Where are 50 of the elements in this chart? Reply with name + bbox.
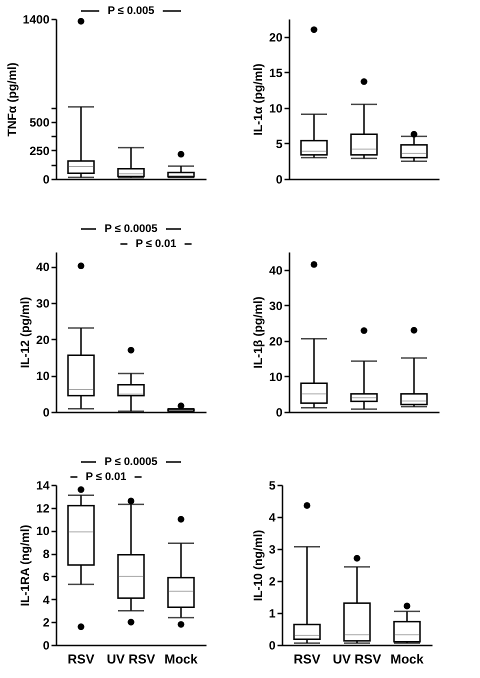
y-tick-label: 15 (269, 66, 283, 80)
y-tick-label: 20 (36, 332, 50, 347)
y-tick-label: 5 (276, 136, 283, 151)
y-tick-label: 12 (36, 501, 50, 516)
y-tick-label: 20 (269, 334, 283, 348)
y-axis-title: IL-1β (pg/ml) (251, 296, 266, 368)
y-tick-label: 6 (42, 570, 50, 584)
y-tick-label: 2 (42, 616, 50, 630)
text: P ≤ 0.01 (86, 471, 126, 483)
y-tick-label: 1400 (22, 12, 50, 26)
y-axis-title: IL-1RA (ng/ml) (18, 524, 32, 606)
y-axis-title: IL-10 (ng/ml) (250, 530, 265, 602)
y-axis-title: IL-12 (pg/ml) (18, 296, 32, 368)
y-tick-label: 10 (36, 524, 50, 538)
text: P ≤ 0.005 (108, 5, 154, 17)
y-tick-label: 0 (276, 172, 283, 186)
y-tick-label: 0 (42, 406, 50, 420)
y-tick-label: 1 (268, 606, 276, 620)
x-tick-label: UV RSV (106, 652, 156, 666)
y-tick-label: 30 (269, 298, 283, 313)
y-tick-label: 8 (42, 547, 50, 562)
y-tick-label: 5 (268, 478, 276, 492)
y-tick-label: 3 (268, 542, 276, 556)
y-tick-label: 40 (269, 263, 283, 278)
text: P ≤ 0.0005 (104, 223, 158, 235)
x-tick-label: RSV (68, 652, 95, 666)
x-tick-label: Mock (164, 652, 198, 666)
y-axis-title: TNFα (pg/ml) (4, 62, 19, 137)
y-tick-label: 0 (276, 406, 283, 420)
text: P ≤ 0.01 (136, 238, 176, 250)
y-tick-label: 4 (42, 592, 50, 607)
y-tick-label: 30 (36, 296, 50, 310)
y-tick-label: 10 (269, 101, 283, 116)
y-tick-label: 2 (268, 574, 276, 588)
y-tick-label: 14 (36, 478, 50, 492)
text: P ≤ 0.0005 (104, 456, 158, 468)
y-tick-label: 40 (36, 260, 50, 274)
y-tick-label: 4 (268, 510, 276, 524)
y-tick-label: 10 (36, 369, 50, 384)
y-tick-label: 0 (42, 172, 50, 186)
y-tick-label: 0 (42, 638, 50, 652)
x-tick-label: UV RSV (332, 652, 382, 666)
x-tick-label: RSV (294, 652, 321, 666)
y-axis-title: IL-1α (pg/ml) (251, 63, 266, 136)
y-tick-label: 0 (268, 638, 276, 652)
x-tick-label: Mock (390, 652, 424, 666)
y-tick-label: 250 (29, 144, 50, 158)
y-tick-label: 10 (269, 370, 283, 384)
y-tick-label: 20 (269, 30, 283, 44)
y-tick-label: 500 (29, 115, 50, 130)
